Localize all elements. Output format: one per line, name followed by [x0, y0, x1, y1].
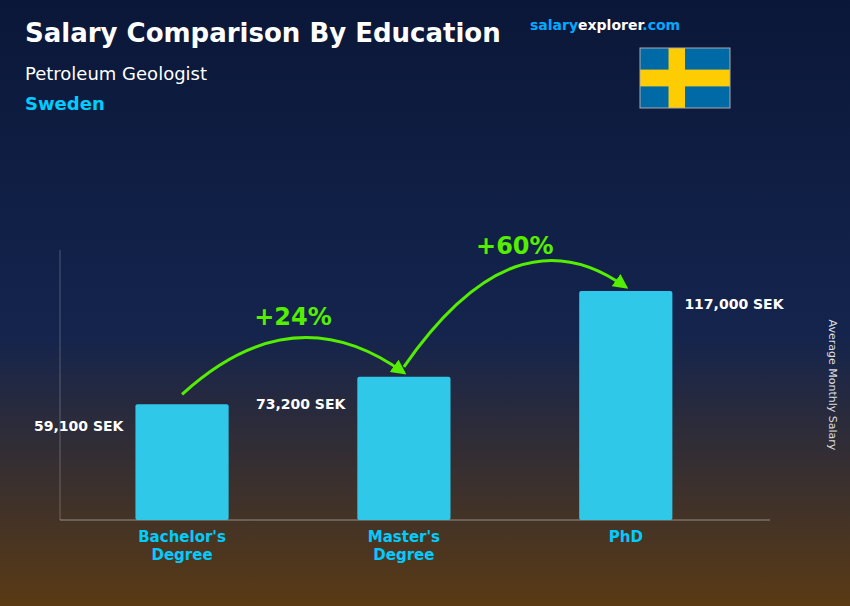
chart: Bachelor'sDegree Master'sDegree PhD 59,100 …	[0, 0, 850, 606]
watermark-part: salary	[530, 17, 578, 33]
bars	[135, 291, 672, 520]
flag	[640, 48, 730, 108]
title: Salary Comparison By Education	[25, 18, 501, 48]
change-arrow	[182, 338, 404, 395]
watermark-part: explorer	[578, 17, 644, 33]
change-arrow	[404, 260, 626, 366]
watermark: salaryexplorer.com	[530, 17, 680, 33]
bar	[579, 291, 672, 520]
bar	[135, 404, 228, 520]
x-tick-label: PhD	[609, 528, 643, 546]
background	[0, 0, 850, 606]
y-axis-line	[60, 250, 61, 520]
x-tick-label: Bachelor'sDegree	[138, 528, 226, 564]
change-label: +24%	[254, 303, 332, 331]
change-label: +60%	[476, 232, 554, 260]
data-label: 73,200 SEK	[256, 396, 347, 412]
bar	[357, 377, 450, 520]
watermark-part: .com	[642, 17, 680, 33]
x-tick-label: Master'sDegree	[368, 528, 440, 564]
data-label: 59,100 SEK	[34, 418, 125, 434]
country: Sweden	[25, 93, 105, 114]
subtitle: Petroleum Geologist	[25, 63, 207, 84]
y-axis-label: Average Monthly Salary	[826, 320, 839, 451]
data-label: 117,000 SEK	[684, 296, 784, 312]
